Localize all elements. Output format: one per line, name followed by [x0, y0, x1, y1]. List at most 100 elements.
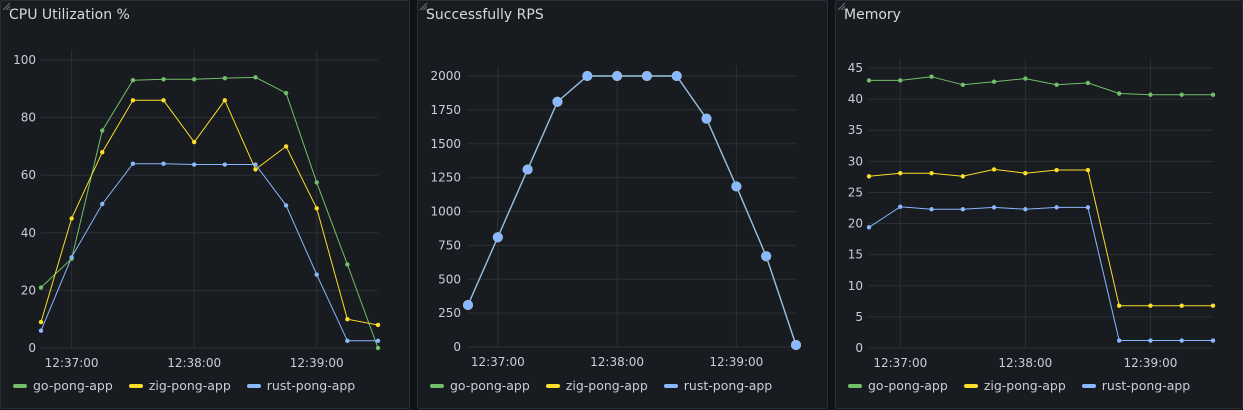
data-point-rust-pong-app — [929, 207, 934, 212]
data-point-rust-pong-app — [791, 339, 801, 350]
data-point-zig-pong-app — [314, 206, 319, 211]
data-point-zig-pong-app — [38, 319, 44, 325]
legend-swatch-rust — [246, 383, 261, 388]
panel-title: Memory — [844, 7, 901, 23]
data-point-zig-pong-app — [1023, 170, 1028, 176]
data-point-go-pong-app — [929, 74, 934, 79]
legend-item-zig[interactable]: zig-pong-app — [545, 378, 648, 393]
data-point-go-pong-app — [866, 78, 872, 83]
data-point-rust-pong-app — [612, 71, 623, 81]
resize-handle-icon[interactable] — [836, 1, 846, 11]
series-line-rust-pong-app — [467, 75, 797, 346]
series-line-zig-pong-app — [868, 168, 1213, 307]
y-tick-label: 0 — [28, 341, 36, 355]
data-point-zig-pong-app — [222, 98, 228, 103]
series-line-zig-pong-app — [40, 99, 379, 326]
series-line-go-pong-app — [869, 76, 1213, 96]
series-line-rust-pong-app — [868, 206, 1213, 341]
memory-panel[interactable]: Memory 0 5 10 15 20 25 30 35 40 45 12:37:00 12:38:0… — [835, 0, 1243, 409]
data-point-go-pong-app — [1116, 91, 1122, 96]
x-tick-label: 12:38:00 — [998, 356, 1052, 370]
legend-item-go[interactable]: go-pong-app — [848, 378, 948, 393]
legend-item-zig[interactable]: zig-pong-app — [128, 378, 231, 393]
data-point-zig-pong-app — [898, 170, 903, 176]
y-tick-label: 250 — [438, 306, 461, 320]
data-point-go-pong-app — [314, 180, 319, 185]
panel-title: CPU Utilization % — [9, 7, 130, 23]
data-point-rust-pong-app — [345, 338, 350, 343]
data-point-rust-pong-app — [222, 162, 228, 167]
x-tick-label: 12:38:00 — [167, 356, 221, 370]
data-point-go-pong-app — [1023, 76, 1028, 81]
data-point-zig-pong-app — [960, 174, 966, 179]
data-point-rust-pong-app — [492, 232, 503, 243]
data-point-zig-pong-app — [100, 149, 105, 155]
legend-item-zig[interactable]: zig-pong-app — [963, 378, 1066, 393]
data-point-rust-pong-app — [761, 251, 772, 262]
y-tick-label: 30 — [848, 154, 863, 168]
x-tick-label: 12:39:00 — [709, 355, 763, 369]
data-point-go-pong-app — [960, 82, 966, 88]
legend-label: zig-pong-app — [565, 378, 648, 393]
data-point-zig-pong-app — [1148, 303, 1153, 308]
legend-item-rust[interactable]: rust-pong-app — [663, 378, 772, 393]
data-point-rust-pong-app — [375, 338, 381, 343]
data-point-rust-pong-app — [1116, 338, 1122, 343]
y-tick-label: 1750 — [430, 103, 461, 117]
data-point-rust-pong-app — [552, 96, 563, 107]
y-tick-label: 45 — [848, 61, 863, 75]
y-tick-label: 2000 — [430, 69, 461, 83]
y-tick-label: 750 — [438, 238, 461, 252]
y-tick-label: 40 — [21, 226, 36, 240]
y-tick-label: 20 — [21, 283, 36, 297]
x-tick-label: 12:37:00 — [873, 356, 927, 370]
cpu-utilization-chart: 0 20 40 60 80 100 12:37:00 12:38:00 12:39:00 — [13, 50, 381, 370]
y-tick-label: 1250 — [430, 171, 461, 185]
legend-label: go-pong-app — [868, 378, 948, 393]
data-point-rust-pong-app — [866, 225, 872, 230]
data-point-rust-pong-app — [1148, 338, 1153, 343]
cpu-utilization-panel[interactable]: CPU Utilization % 0 20 40 60 80 100 12:37:00 12… — [0, 0, 410, 409]
memory-chart: 0 5 10 15 20 25 30 35 40 45 12:37:00 12:38:00 12:39:… — [848, 58, 1216, 370]
legend-item-go[interactable]: go-pong-app — [13, 378, 113, 393]
data-point-zig-pong-app — [1179, 303, 1184, 308]
resize-handle-icon[interactable] — [1, 1, 11, 11]
y-tick-label: 10 — [848, 279, 863, 293]
data-point-zig-pong-app — [929, 170, 934, 176]
y-tick-label: 20 — [848, 217, 863, 231]
x-tick-label: 12:37:00 — [471, 355, 525, 369]
data-point-zig-pong-app — [69, 216, 74, 221]
data-point-zig-pong-app — [375, 322, 381, 328]
data-point-rust-pong-app — [641, 71, 652, 81]
data-point-go-pong-app — [991, 79, 997, 84]
data-point-rust-pong-app — [130, 161, 136, 166]
legend-item-go[interactable]: go-pong-app — [430, 378, 530, 393]
data-point-zig-pong-app — [1054, 167, 1059, 173]
data-point-go-pong-app — [375, 345, 381, 351]
data-point-rust-pong-app — [463, 299, 473, 310]
data-point-zig-pong-app — [345, 317, 350, 322]
data-point-rust-pong-app — [582, 71, 593, 81]
resize-handle-icon[interactable] — [418, 1, 428, 11]
data-point-rust-pong-app — [314, 272, 319, 277]
data-point-rust-pong-app — [1085, 205, 1091, 210]
legend-swatch-rust — [1081, 383, 1096, 388]
data-point-zig-pong-app — [191, 139, 197, 145]
x-tick-label: 12:39:00 — [290, 356, 344, 370]
legend-item-rust[interactable]: rust-pong-app — [1081, 378, 1190, 393]
successfully-rps-panel[interactable]: Successfully RPS 0 250 500 750 1000 1250 1500 1… — [417, 0, 828, 409]
data-point-rust-pong-app — [522, 164, 533, 175]
data-point-go-pong-app — [1054, 82, 1059, 88]
legend-swatch-zig — [545, 383, 560, 388]
chart-legend: go-pong-app zig-pong-app rust-pong-app — [848, 378, 1190, 393]
x-tick-label: 12:37:00 — [45, 356, 99, 370]
legend-label: go-pong-app — [33, 378, 113, 393]
data-point-zig-pong-app — [130, 98, 136, 103]
legend-swatch-zig — [128, 383, 143, 388]
data-point-go-pong-app — [345, 262, 350, 267]
legend-item-rust[interactable]: rust-pong-app — [246, 378, 356, 393]
data-point-go-pong-app — [1179, 92, 1184, 97]
y-tick-label: 80 — [21, 111, 36, 125]
legend-label: rust-pong-app — [266, 378, 356, 393]
data-point-go-pong-app — [191, 77, 197, 82]
